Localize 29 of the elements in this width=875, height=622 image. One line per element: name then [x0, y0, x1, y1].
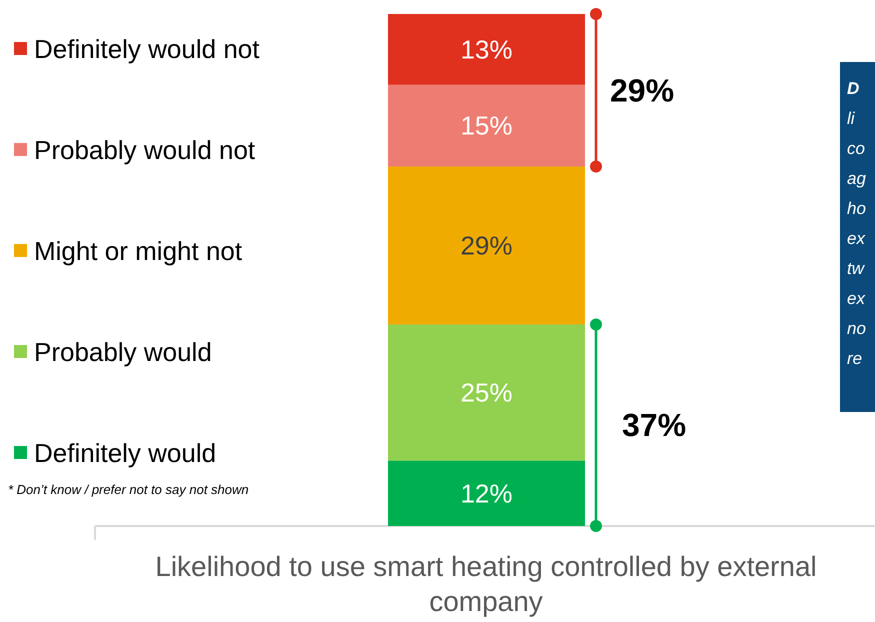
legend-label: Might or might not [34, 236, 243, 266]
data-label: 25% [460, 378, 513, 408]
text: 29% [610, 72, 674, 108]
text: ex [847, 229, 866, 248]
x-axis-title: Likelihood to use smart heating controlled by external company [155, 551, 817, 617]
bar [388, 460, 585, 526]
legend-label: Definitely would [34, 438, 216, 468]
text: D [847, 79, 860, 98]
text: 37% [622, 407, 686, 444]
text: re [847, 349, 862, 368]
legend-label: Probably would not [34, 135, 256, 165]
data-label: 13% [460, 34, 513, 64]
data-label: 29% [460, 230, 513, 260]
legend-label: Probably would [34, 337, 212, 367]
text: ho [847, 199, 866, 218]
text: no [847, 319, 866, 338]
text: ag [847, 169, 866, 188]
text: co [847, 139, 865, 158]
bar [388, 324, 585, 461]
data-label: 15% [460, 110, 513, 141]
legend-label: Definitely would not [34, 34, 260, 64]
bar [388, 84, 585, 167]
text: li [847, 109, 856, 128]
text: * Don’t know / prefer not to say not shown [8, 482, 249, 497]
bar [388, 166, 585, 324]
data-label: 12% [460, 478, 513, 508]
text: tw [847, 259, 866, 278]
text: ex [847, 289, 866, 308]
bar [388, 14, 585, 85]
